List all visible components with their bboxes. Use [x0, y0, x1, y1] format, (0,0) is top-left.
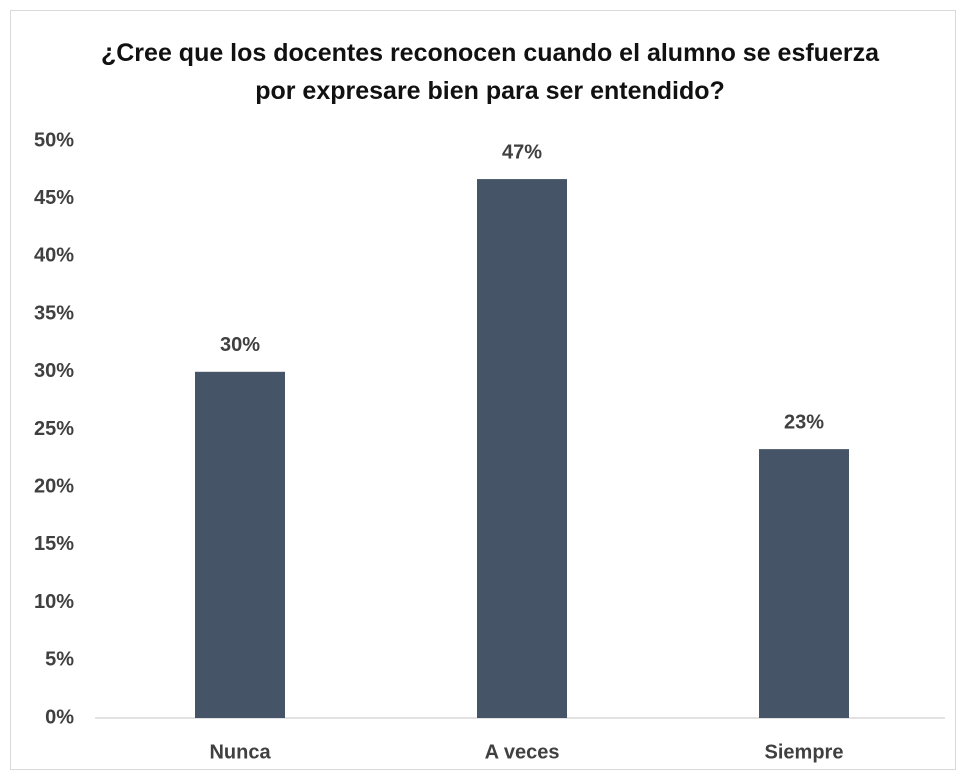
- y-tick-label: 25%: [34, 418, 74, 440]
- y-tick-label: 30%: [34, 360, 74, 382]
- y-tick-label: 35%: [34, 302, 74, 324]
- data-label: 47%: [502, 141, 542, 163]
- data-label: 23%: [784, 411, 824, 433]
- y-tick-label: 5%: [45, 649, 74, 671]
- data-label: 30%: [220, 334, 260, 356]
- y-tick-label: 45%: [34, 187, 74, 209]
- y-tick-label: 10%: [34, 591, 74, 613]
- y-tick-label: 50%: [34, 129, 74, 151]
- y-tick-label: 0%: [45, 706, 74, 728]
- x-tick-label: Siempre: [765, 741, 844, 763]
- y-tick-label: 15%: [34, 533, 74, 555]
- x-tick-label: Nunca: [209, 741, 271, 763]
- bar: [195, 371, 285, 718]
- chart-frame: [10, 10, 956, 770]
- y-tick-label: 40%: [34, 245, 74, 267]
- bar: [759, 449, 849, 718]
- bar: [477, 179, 567, 718]
- x-tick-label: A veces: [485, 741, 560, 763]
- chart-title: ¿Cree que los docentes reconocen cuando …: [100, 39, 879, 105]
- y-tick-label: 20%: [34, 475, 74, 497]
